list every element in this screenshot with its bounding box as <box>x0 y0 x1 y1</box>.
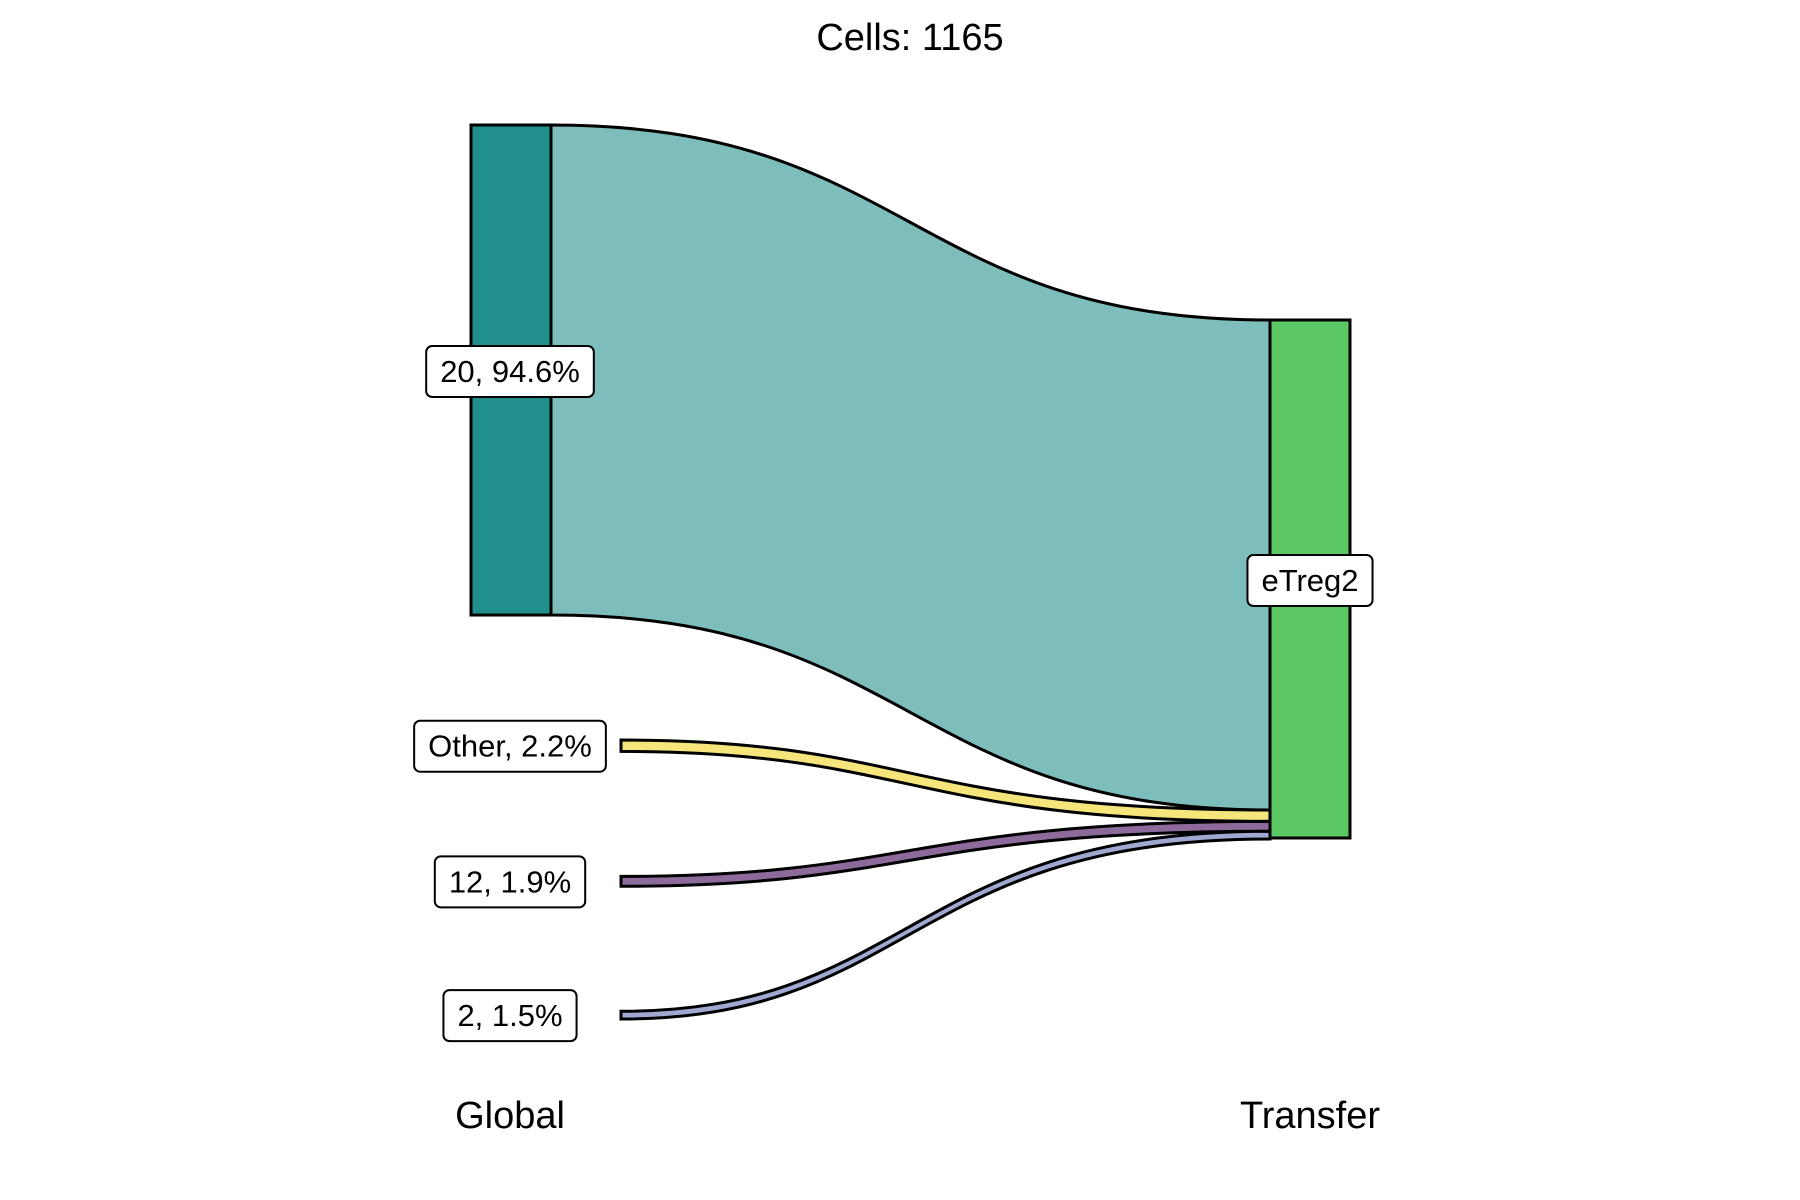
label-right-etreg2: eTreg2 <box>1246 554 1374 607</box>
label-left-12: 12, 1.9% <box>433 855 587 909</box>
labels-group: 20, 94.6% Other, 2.2% 12, 1.9% 2, 1.5% eTreg… <box>413 345 1374 1043</box>
svg-text:eTreg2: eTreg2 <box>1261 563 1358 598</box>
flow-20 <box>549 123 1272 812</box>
svg-text:Other, 2.2%: Other, 2.2% <box>428 729 592 764</box>
axis-label-global: Global <box>455 1095 565 1137</box>
chart-title: Cells: 1165 <box>816 17 1003 59</box>
flow-2 <box>619 829 1272 1021</box>
label-left-2: 2, 1.5% <box>442 989 578 1043</box>
label-left-other: Other, 2.2% <box>413 719 607 773</box>
label-left-20: 20, 94.6% <box>425 345 595 398</box>
svg-text:12, 1.9%: 12, 1.9% <box>449 864 571 899</box>
flow-12 <box>619 819 1272 888</box>
flows-group <box>549 123 1272 1021</box>
svg-text:20, 94.6%: 20, 94.6% <box>440 354 580 389</box>
svg-text:2, 1.5%: 2, 1.5% <box>457 998 562 1033</box>
axis-label-transfer: Transfer <box>1240 1095 1380 1137</box>
